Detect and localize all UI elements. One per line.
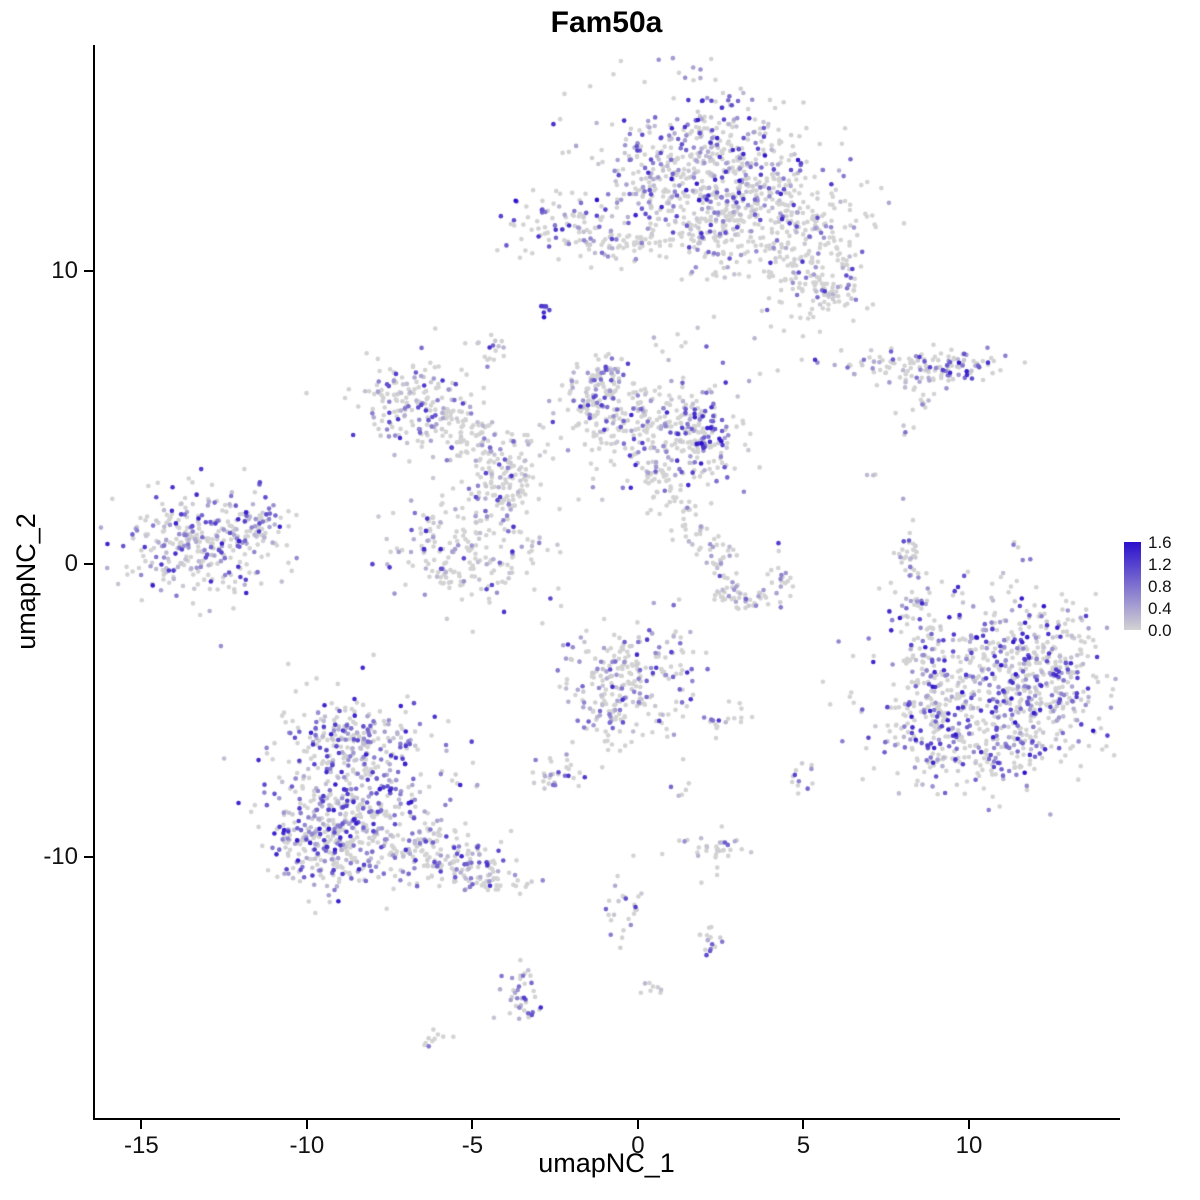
x-tick-mark bbox=[471, 1120, 474, 1129]
x-tick-label: -10 bbox=[289, 1132, 325, 1159]
y-tick-label: -10 bbox=[43, 843, 78, 871]
x-tick-label: 5 bbox=[796, 1132, 811, 1159]
x-tick-label: -5 bbox=[461, 1132, 484, 1159]
y-tick-mark bbox=[84, 562, 93, 565]
x-tick-mark bbox=[140, 1120, 143, 1129]
y-axis-line bbox=[93, 45, 95, 1120]
colorbar-label: 1.2 bbox=[1148, 555, 1172, 574]
y-tick-label: 0 bbox=[64, 549, 78, 577]
x-axis-label: umapNC_1 bbox=[538, 1148, 675, 1178]
colorbar-label: 0.8 bbox=[1148, 577, 1172, 596]
x-tick-mark bbox=[802, 1120, 805, 1129]
y-tick-mark bbox=[84, 269, 93, 272]
colorbar-labels: 1.6 1.2 0.8 0.4 0.0 bbox=[1148, 534, 1172, 639]
y-tick-mark bbox=[84, 856, 93, 859]
x-tick-label: 10 bbox=[955, 1132, 983, 1159]
plot-title: Fam50a bbox=[550, 6, 663, 39]
x-axis-line bbox=[93, 1118, 1120, 1120]
x-tick-mark bbox=[636, 1120, 639, 1129]
y-axis-label: umapNC_2 bbox=[10, 513, 41, 650]
colorbar-legend: 1.6 1.2 0.8 0.4 0.0 bbox=[1124, 530, 1200, 650]
colorbar-label: 0.4 bbox=[1148, 599, 1172, 618]
colorbar-label-max: 1.6 bbox=[1148, 533, 1172, 552]
x-tick-label: 0 bbox=[631, 1132, 645, 1159]
y-tick-label: 10 bbox=[51, 256, 78, 284]
colorbar-label-min: 0.0 bbox=[1148, 621, 1172, 640]
x-tick-mark bbox=[305, 1120, 308, 1129]
x-tick-label: -15 bbox=[124, 1132, 159, 1159]
x-tick-mark bbox=[968, 1120, 971, 1129]
colorbar-gradient bbox=[1124, 542, 1141, 630]
y-axis-label-box: umapNC_2 bbox=[6, 45, 46, 1118]
